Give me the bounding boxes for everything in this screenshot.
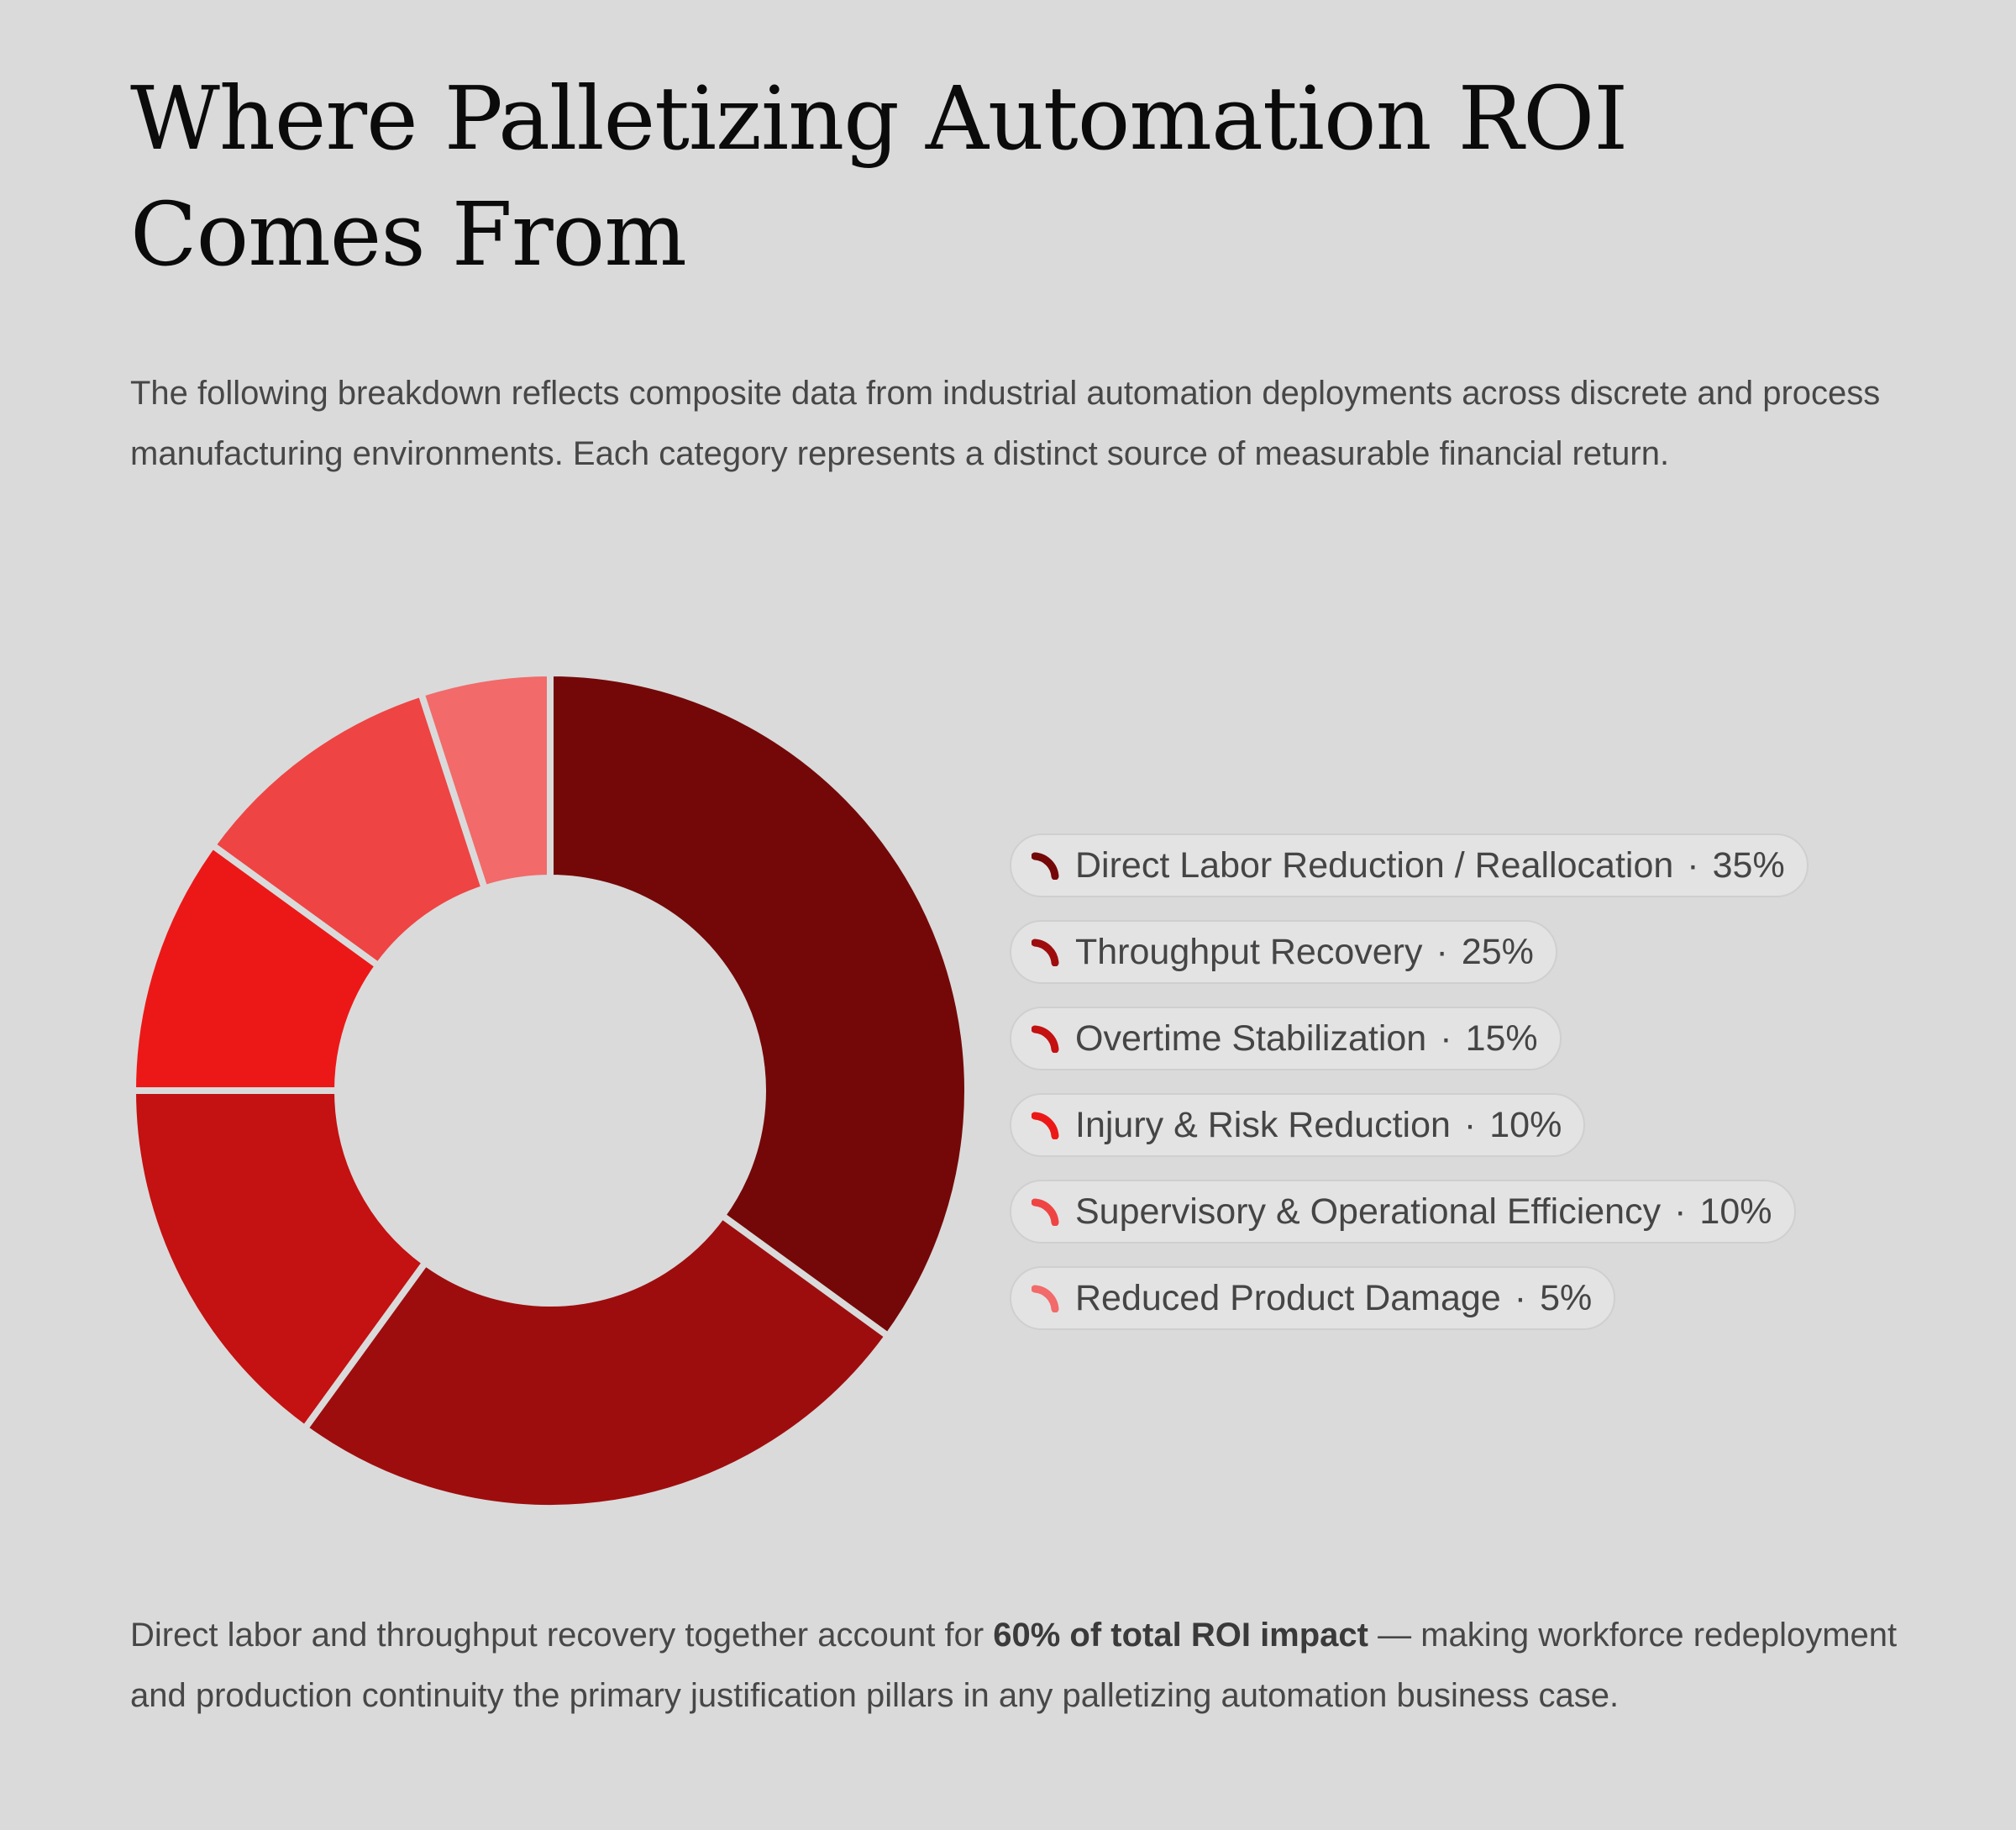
donut-slice-1[interactable] (547, 670, 971, 1340)
intro-paragraph: The following breakdown reflects composi… (130, 375, 1881, 472)
legend-label: Overtime Stabilization (1075, 1018, 1427, 1059)
summary-paragraph: Direct labor and throughput recovery tog… (130, 1605, 1903, 1726)
donut-slice-6[interactable] (417, 670, 554, 892)
legend-separator: · (1436, 931, 1448, 972)
summary-highlight: 60% of total ROI impact (993, 1617, 1368, 1654)
legend-value: 15% (1465, 1018, 1538, 1059)
legend-value: 25% (1461, 931, 1534, 972)
legend-item[interactable]: Throughput Recovery · 25% (1010, 920, 1557, 984)
arc-swatch-icon (1032, 1112, 1059, 1139)
donut-slice-4[interactable] (129, 841, 382, 1094)
legend-separator: · (1463, 1104, 1477, 1145)
legend-label: Supervisory & Operational Efficiency (1075, 1191, 1662, 1232)
legend-value: 5% (1540, 1277, 1593, 1318)
arc-swatch-icon (1032, 852, 1059, 880)
legend-label: Direct Labor Reduction / Reallocation (1075, 844, 1674, 886)
legend-value: 10% (1699, 1191, 1772, 1232)
arc-swatch-icon (1032, 1198, 1059, 1226)
legend-label: Throughput Recovery (1075, 931, 1423, 972)
chart-legend: Direct Labor Reduction / Reallocation · 35… (1010, 833, 1887, 1338)
legend-separator: · (1514, 1277, 1527, 1318)
legend-separator: · (1674, 1191, 1687, 1232)
legend-label: Injury & Risk Reduction (1075, 1104, 1451, 1145)
arc-swatch-icon (1032, 1025, 1059, 1053)
donut-slice-5[interactable] (208, 690, 488, 970)
legend-value: 35% (1712, 844, 1785, 886)
legend-item[interactable]: Supervisory & Operational Efficiency · 10% (1010, 1180, 1796, 1244)
summary-text-before: Direct labor and throughput recovery tog… (130, 1617, 994, 1654)
legend-item[interactable]: Reduced Product Damage · 5% (1010, 1266, 1616, 1330)
donut-slice-3[interactable] (129, 1087, 429, 1433)
page-title: Where Palletizing Automation ROI Comes F… (130, 67, 1628, 286)
summary-text-after: — making workforce redeployment and prod… (130, 1617, 1898, 1714)
arc-swatch-icon (1032, 939, 1059, 966)
legend-separator: · (1687, 844, 1699, 886)
legend-item[interactable]: Direct Labor Reduction / Reallocation · 35… (1010, 833, 1809, 897)
legend-label: Reduced Product Damage (1075, 1277, 1501, 1318)
donut-chart (129, 670, 971, 1512)
legend-item[interactable]: Overtime Stabilization · 15% (1010, 1007, 1562, 1070)
legend-value: 10% (1489, 1104, 1562, 1145)
legend-separator: · (1440, 1018, 1452, 1059)
donut-slice-2[interactable] (301, 1212, 892, 1512)
legend-item[interactable]: Injury & Risk Reduction · 10% (1010, 1093, 1586, 1157)
arc-swatch-icon (1032, 1285, 1059, 1312)
